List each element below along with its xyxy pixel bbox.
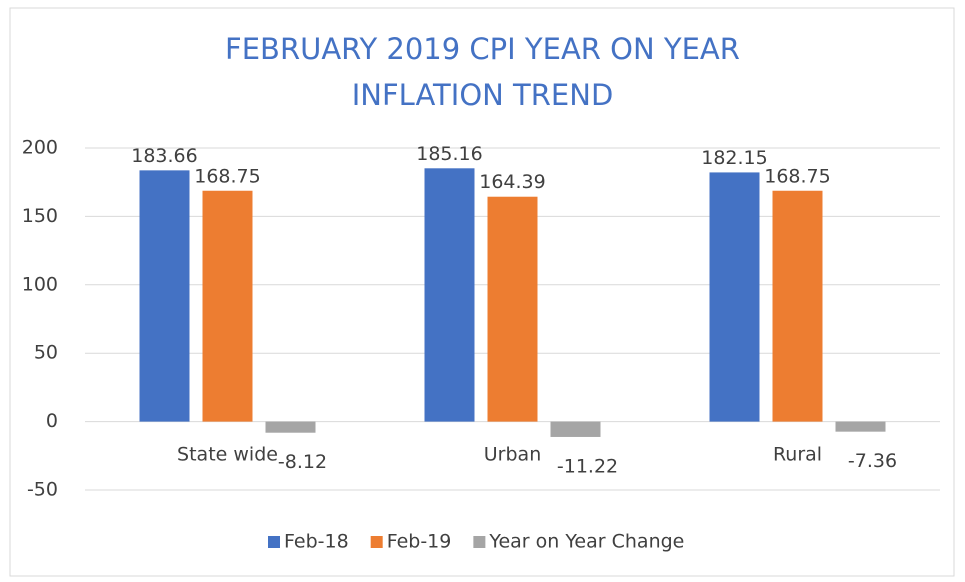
x-tick-label: Urban bbox=[484, 444, 541, 466]
x-tick-label: State wide bbox=[177, 444, 278, 466]
data-label: -8.12 bbox=[278, 451, 327, 473]
data-label: 183.66 bbox=[131, 145, 197, 167]
y-tick-label: -50 bbox=[27, 479, 58, 501]
data-label: 168.75 bbox=[764, 165, 830, 187]
bar bbox=[265, 421, 316, 433]
legend-label: Feb-18 bbox=[284, 531, 349, 553]
y-tick-label: 150 bbox=[22, 205, 58, 227]
bar bbox=[709, 172, 760, 422]
y-tick-label: 200 bbox=[22, 137, 58, 159]
bar bbox=[835, 421, 886, 432]
legend-swatch bbox=[370, 536, 383, 548]
data-label: 185.16 bbox=[416, 143, 482, 165]
bar bbox=[550, 421, 601, 437]
legend-swatch bbox=[473, 536, 486, 548]
data-label: 164.39 bbox=[479, 171, 545, 193]
y-tick-label: 50 bbox=[34, 342, 58, 364]
data-label: 182.15 bbox=[701, 147, 767, 169]
y-tick-label: 100 bbox=[22, 273, 58, 295]
bar bbox=[202, 190, 253, 422]
legend-label: Feb-19 bbox=[387, 531, 452, 553]
bar bbox=[139, 170, 190, 422]
bar bbox=[487, 196, 538, 422]
data-label: 168.75 bbox=[194, 165, 260, 187]
y-tick-label: 0 bbox=[46, 410, 58, 432]
bar bbox=[772, 190, 823, 422]
data-label: -7.36 bbox=[848, 450, 897, 472]
legend-swatch bbox=[268, 536, 280, 548]
data-label: -11.22 bbox=[557, 455, 618, 477]
bar bbox=[424, 168, 475, 422]
legend-label: Year on Year Change bbox=[488, 531, 684, 553]
x-tick-label: Rural bbox=[773, 444, 822, 466]
chart-title: FEBRUARY 2019 CPI YEAR ON YEAR INFLATION… bbox=[225, 32, 740, 112]
